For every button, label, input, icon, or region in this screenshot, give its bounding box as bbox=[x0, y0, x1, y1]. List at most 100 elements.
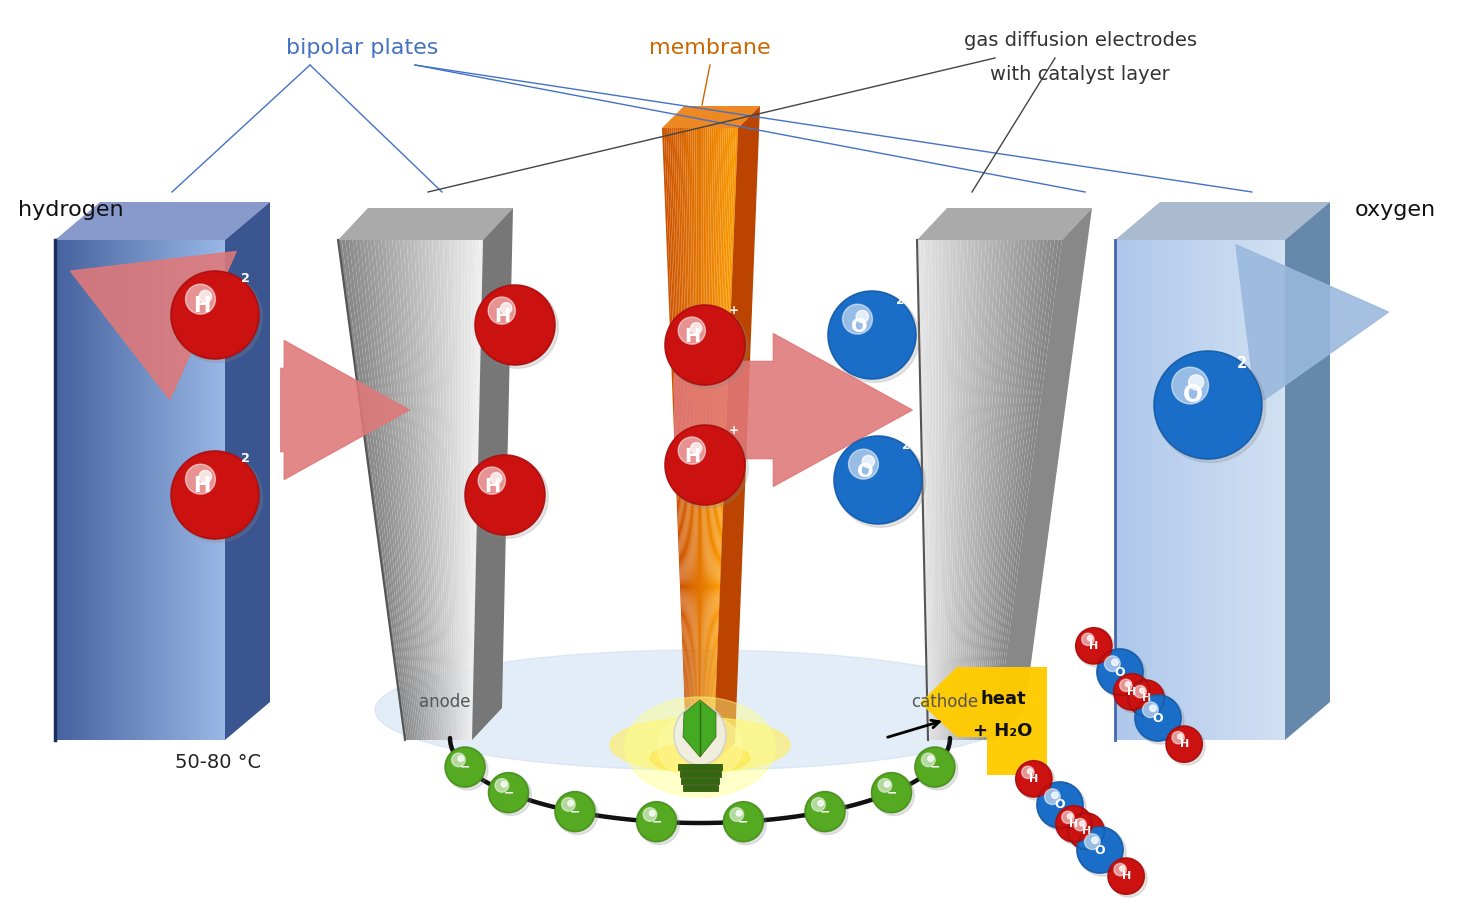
Circle shape bbox=[649, 811, 655, 816]
Polygon shape bbox=[708, 128, 725, 765]
Polygon shape bbox=[1153, 240, 1157, 740]
Polygon shape bbox=[170, 240, 174, 740]
Polygon shape bbox=[1132, 240, 1137, 740]
Text: +: + bbox=[528, 454, 539, 467]
Circle shape bbox=[1178, 734, 1182, 739]
Polygon shape bbox=[440, 240, 453, 740]
Polygon shape bbox=[341, 240, 409, 740]
Circle shape bbox=[804, 792, 844, 832]
Circle shape bbox=[1137, 697, 1184, 744]
Circle shape bbox=[677, 317, 706, 344]
Polygon shape bbox=[111, 240, 115, 740]
Circle shape bbox=[644, 807, 657, 822]
Polygon shape bbox=[683, 700, 716, 757]
Polygon shape bbox=[1187, 240, 1191, 740]
Polygon shape bbox=[183, 240, 187, 740]
Circle shape bbox=[884, 781, 890, 787]
Circle shape bbox=[1088, 635, 1092, 641]
Polygon shape bbox=[679, 771, 720, 777]
Circle shape bbox=[186, 464, 215, 494]
Circle shape bbox=[1116, 676, 1153, 713]
Circle shape bbox=[862, 455, 874, 468]
Polygon shape bbox=[385, 240, 428, 740]
Circle shape bbox=[1038, 782, 1083, 828]
Circle shape bbox=[199, 291, 211, 302]
Polygon shape bbox=[984, 240, 1044, 740]
Polygon shape bbox=[979, 240, 1029, 740]
Polygon shape bbox=[673, 128, 692, 765]
Polygon shape bbox=[472, 208, 514, 740]
Text: 2-: 2- bbox=[896, 294, 909, 307]
Polygon shape bbox=[378, 240, 425, 740]
Polygon shape bbox=[965, 240, 1001, 740]
Polygon shape bbox=[93, 240, 97, 740]
Polygon shape bbox=[118, 240, 123, 740]
Circle shape bbox=[691, 322, 701, 334]
Circle shape bbox=[1061, 811, 1075, 824]
Polygon shape bbox=[1255, 240, 1259, 740]
Text: −: − bbox=[886, 786, 897, 799]
Polygon shape bbox=[1114, 240, 1119, 740]
Polygon shape bbox=[976, 240, 1021, 740]
Circle shape bbox=[1134, 686, 1147, 698]
Polygon shape bbox=[97, 240, 102, 740]
Circle shape bbox=[1021, 766, 1035, 778]
Circle shape bbox=[1154, 351, 1262, 459]
Polygon shape bbox=[403, 240, 437, 740]
Circle shape bbox=[639, 804, 679, 844]
Text: −: − bbox=[503, 786, 514, 799]
Circle shape bbox=[928, 756, 933, 761]
Polygon shape bbox=[145, 240, 149, 740]
Polygon shape bbox=[55, 240, 59, 740]
Polygon shape bbox=[1247, 240, 1252, 740]
Ellipse shape bbox=[657, 715, 742, 779]
Polygon shape bbox=[471, 240, 483, 740]
Ellipse shape bbox=[624, 697, 775, 797]
Polygon shape bbox=[1218, 240, 1221, 740]
Circle shape bbox=[1067, 814, 1073, 819]
Circle shape bbox=[1076, 627, 1111, 664]
Polygon shape bbox=[152, 240, 156, 740]
Polygon shape bbox=[149, 240, 152, 740]
Polygon shape bbox=[338, 240, 407, 740]
Polygon shape bbox=[980, 240, 1033, 740]
Circle shape bbox=[1079, 829, 1126, 876]
Polygon shape bbox=[953, 240, 976, 740]
Circle shape bbox=[874, 775, 915, 815]
Circle shape bbox=[1027, 769, 1032, 774]
Polygon shape bbox=[195, 240, 199, 740]
Circle shape bbox=[726, 804, 766, 844]
Text: O: O bbox=[1055, 798, 1066, 812]
Polygon shape bbox=[1238, 240, 1243, 740]
Polygon shape bbox=[667, 128, 689, 765]
Ellipse shape bbox=[375, 650, 1024, 770]
Ellipse shape bbox=[610, 717, 790, 772]
Circle shape bbox=[478, 467, 505, 494]
Polygon shape bbox=[917, 240, 930, 740]
Text: H: H bbox=[193, 296, 210, 316]
Text: −: − bbox=[570, 806, 580, 818]
Polygon shape bbox=[664, 128, 688, 765]
Polygon shape bbox=[949, 240, 968, 740]
Circle shape bbox=[1079, 821, 1085, 826]
Polygon shape bbox=[55, 202, 270, 240]
Polygon shape bbox=[993, 240, 1063, 740]
Circle shape bbox=[447, 749, 489, 790]
Polygon shape bbox=[356, 240, 415, 740]
Polygon shape bbox=[917, 208, 1092, 240]
Circle shape bbox=[807, 794, 847, 834]
Polygon shape bbox=[131, 240, 136, 740]
Circle shape bbox=[1142, 702, 1159, 717]
Polygon shape bbox=[1141, 240, 1145, 740]
Polygon shape bbox=[924, 240, 933, 740]
Circle shape bbox=[1188, 374, 1204, 390]
Circle shape bbox=[466, 456, 548, 538]
Polygon shape bbox=[89, 240, 93, 740]
Circle shape bbox=[723, 802, 763, 842]
Polygon shape bbox=[77, 240, 81, 740]
Polygon shape bbox=[393, 240, 432, 740]
Circle shape bbox=[500, 302, 512, 314]
Circle shape bbox=[1110, 860, 1147, 897]
Circle shape bbox=[1120, 866, 1125, 871]
Circle shape bbox=[667, 427, 748, 508]
